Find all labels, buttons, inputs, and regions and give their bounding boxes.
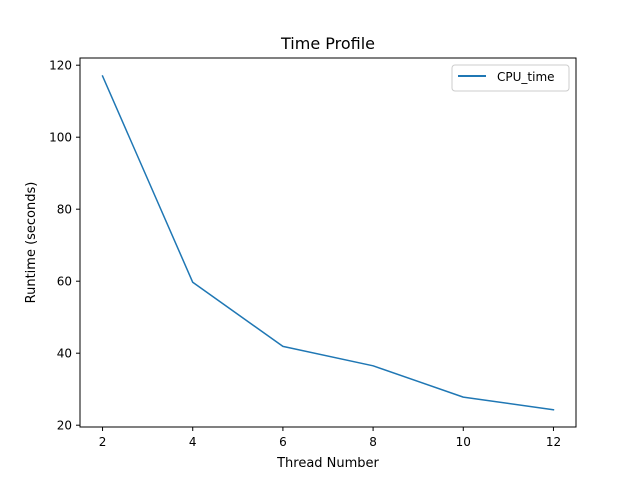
legend-label-cpu-time: CPU_time — [497, 70, 555, 84]
x-tick-label: 2 — [99, 435, 107, 449]
x-tick-label: 4 — [189, 435, 197, 449]
y-tick-label: 40 — [57, 347, 72, 361]
x-tick-label: 12 — [546, 435, 561, 449]
y-tick-label: 100 — [49, 131, 72, 145]
axes-frame — [79, 57, 577, 428]
y-tick-label: 120 — [49, 59, 72, 73]
legend: CPU_time — [451, 64, 570, 92]
x-tick-label: 10 — [456, 435, 471, 449]
y-axis-label: Runtime (seconds) — [24, 182, 39, 304]
plot-area: 2 4 6 8 10 12 20 40 60 80 100 120 — [49, 59, 561, 449]
legend-frame — [451, 64, 570, 92]
y-tick-label: 60 — [57, 275, 72, 289]
y-tick-label: 20 — [57, 419, 72, 433]
chart-title: Time Profile — [280, 34, 375, 53]
x-tick-label: 8 — [369, 435, 377, 449]
y-tick-label: 80 — [57, 203, 72, 217]
x-tick-label: 6 — [279, 435, 287, 449]
x-axis-label: Thread Number — [276, 456, 379, 471]
series-line-cpu-time — [101, 75, 555, 411]
